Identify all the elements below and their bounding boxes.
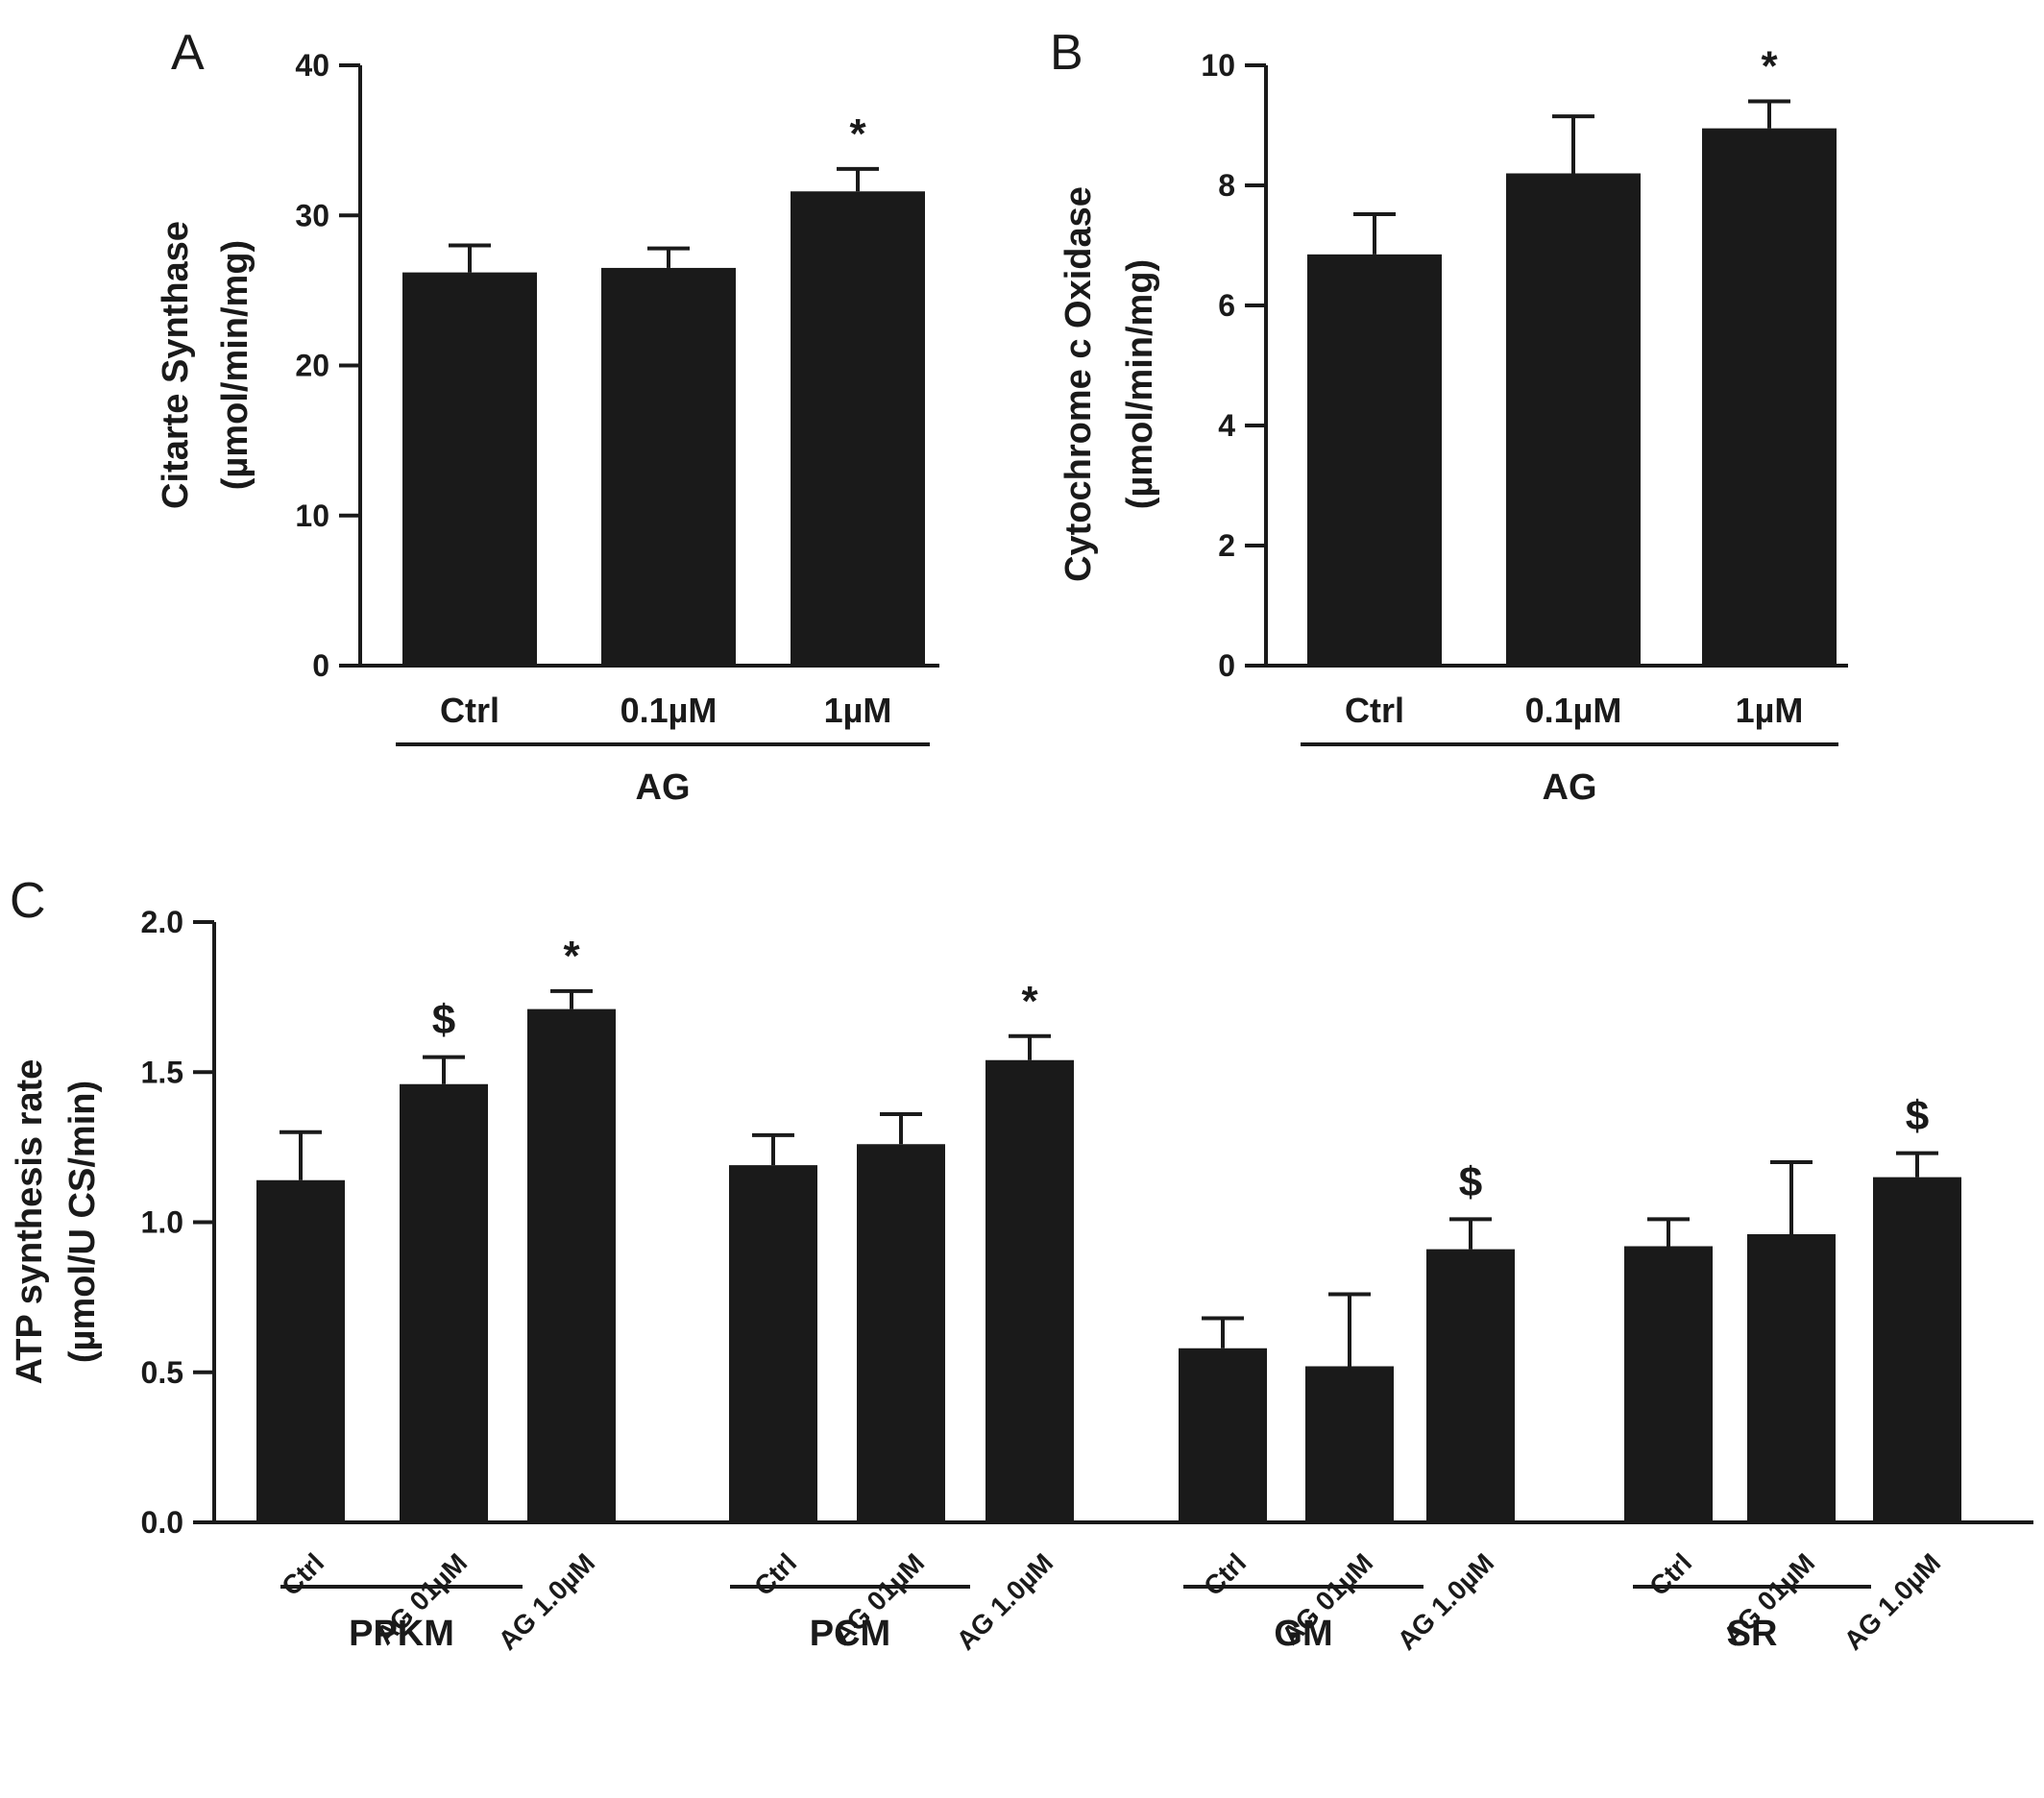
panel-c-category-label: Ctrl <box>1643 1547 1697 1601</box>
panel-c-significance-dollar: $ <box>1459 1158 1482 1205</box>
panel-c-significance-asterisk: * <box>1021 978 1038 1025</box>
panel-c-group-label: SR <box>1727 1614 1778 1654</box>
panel-b-y-axis-label-1: Cytochrome c Oxidase <box>1058 186 1099 582</box>
panel-c-bar <box>1179 1348 1267 1522</box>
panel-a-y-tick-label: 20 <box>295 349 329 383</box>
panel-b-y-tick-label: 8 <box>1218 168 1235 203</box>
panel-b-significance-asterisk: * <box>1761 43 1778 90</box>
panel-c-bar <box>857 1144 945 1522</box>
panel-c-bar <box>527 1008 616 1522</box>
panel-c-category-label: AG 1.0µM <box>493 1547 601 1656</box>
panel-c-bar <box>400 1083 488 1522</box>
panel-a-bar <box>402 272 537 666</box>
panel-c-category-label: Ctrl <box>748 1547 802 1601</box>
panel-c-bar <box>729 1165 817 1522</box>
panel-b-y-tick-label: 6 <box>1218 288 1235 323</box>
panel-c-category-label: AG 1.0µM <box>951 1547 1059 1656</box>
panel-a-panel-letter: A <box>171 25 205 81</box>
panel-c-y-axis-label-1: ATP synthesis rate <box>10 1059 50 1385</box>
panel-c-significance-dollar: $ <box>1906 1093 1929 1140</box>
panel-a-category-label: Ctrl <box>440 691 499 730</box>
panel-c-group-label: PCM <box>810 1614 890 1654</box>
panel-a-significance-asterisk: * <box>849 110 866 158</box>
panel-c-bar <box>1426 1249 1515 1522</box>
panel-c-significance-dollar: $ <box>432 997 455 1044</box>
panel-c-bar <box>1873 1177 1961 1522</box>
panel-b-category-label: 1µM <box>1736 691 1804 730</box>
panel-b-y-tick-label: 2 <box>1218 528 1235 563</box>
panel-c-category-label: Ctrl <box>276 1547 329 1601</box>
panel-a-category-label: 0.1µM <box>620 691 718 730</box>
panel-c-bar <box>1305 1366 1394 1522</box>
panel-b-y-axis-label-2: (µmol/min/mg) <box>1120 259 1160 509</box>
panel-a-y-axis-label-2: (µmol/min/mg) <box>215 240 256 490</box>
panel-a-group-label: AG <box>636 767 691 808</box>
panel-c-y-tick-label: 1.5 <box>141 1055 183 1089</box>
panel-a-bar <box>601 267 736 666</box>
panel-a-bar <box>791 191 925 666</box>
panel-c-y-tick-label: 0.0 <box>141 1505 183 1540</box>
panel-c-panel-letter: C <box>10 873 46 929</box>
panel-b-panel-letter: B <box>1050 25 1083 81</box>
panel-c-group-label: PPKM <box>349 1614 454 1654</box>
panel-b-group-label: AG <box>1543 767 1597 808</box>
panel-c-bar <box>1624 1246 1713 1522</box>
panel-a-y-tick-label: 10 <box>295 498 329 533</box>
panel-a-y-tick-label: 30 <box>295 198 329 232</box>
panel-c-bar <box>1747 1234 1836 1522</box>
panel-a-category-label: 1µM <box>824 691 892 730</box>
panel-b-y-tick-label: 0 <box>1218 648 1235 683</box>
panel-c-y-tick-label: 2.0 <box>141 905 183 939</box>
panel-c-y-tick-label: 1.0 <box>141 1205 183 1240</box>
panel-b-bar <box>1702 128 1837 666</box>
panel-c-group-label: GM <box>1274 1614 1332 1654</box>
panel-c-category-label: AG 1.0µM <box>1838 1547 1947 1656</box>
panel-b-bar <box>1506 173 1641 666</box>
panel-b-category-label: Ctrl <box>1345 691 1404 730</box>
panel-b-bar <box>1307 254 1442 666</box>
panel-c-bar <box>256 1179 345 1522</box>
panel-c-category-label: AG 1.0µM <box>1392 1547 1500 1656</box>
panel-c-y-tick-label: 0.5 <box>141 1355 183 1390</box>
panel-c-y-axis-label-2: (µmol/U CS/min) <box>62 1081 103 1363</box>
panel-c-significance-asterisk: * <box>563 933 580 980</box>
panel-c-bar <box>986 1059 1074 1522</box>
panel-b-y-tick-label: 10 <box>1201 48 1235 83</box>
panel-b-y-tick-label: 4 <box>1218 408 1235 443</box>
panel-b-category-label: 0.1µM <box>1525 691 1622 730</box>
panel-a-y-axis-label-1: Citarte Synthase <box>156 221 196 509</box>
panel-a-y-tick-label: 0 <box>312 648 329 683</box>
panel-a-y-tick-label: 40 <box>295 48 329 83</box>
panel-c-category-label: Ctrl <box>1198 1547 1252 1601</box>
